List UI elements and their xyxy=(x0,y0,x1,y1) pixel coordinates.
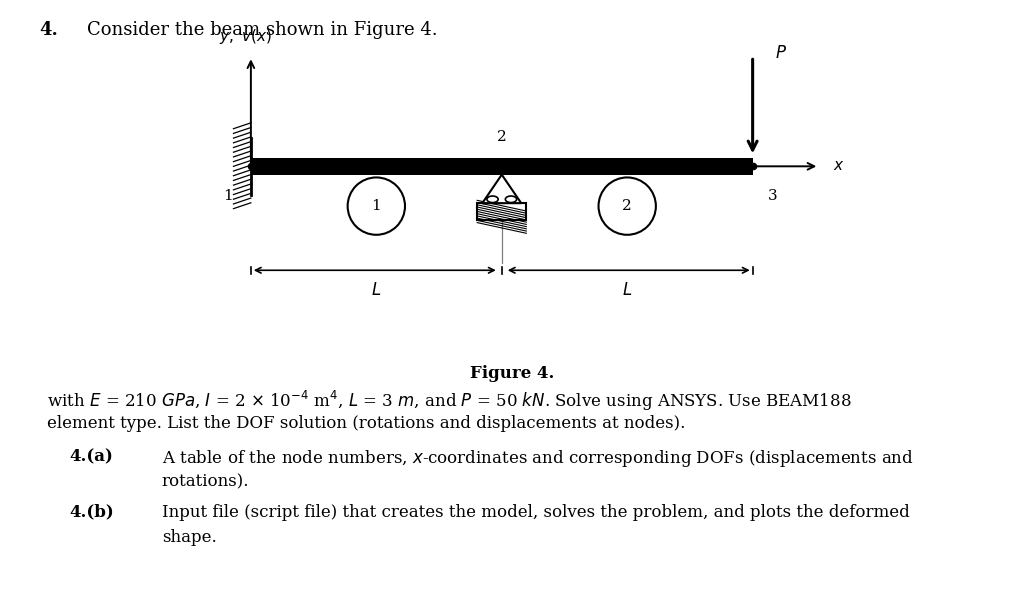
Bar xyxy=(477,203,526,220)
Text: $L$: $L$ xyxy=(622,282,633,299)
Text: Figure 4.: Figure 4. xyxy=(470,365,554,383)
Text: element type. List the DOF solution (rotations and displacements at nodes).: element type. List the DOF solution (rot… xyxy=(47,415,685,432)
Text: 3: 3 xyxy=(768,189,778,203)
Text: Input file (script file) that creates the model, solves the problem, and plots t: Input file (script file) that creates th… xyxy=(162,504,909,521)
Text: shape.: shape. xyxy=(162,529,216,546)
Text: $P$: $P$ xyxy=(775,45,787,62)
Polygon shape xyxy=(482,175,521,203)
Text: rotations).: rotations). xyxy=(162,473,249,491)
Text: 4.: 4. xyxy=(39,21,57,39)
Text: $L$: $L$ xyxy=(371,282,382,299)
Text: $x$: $x$ xyxy=(833,159,844,173)
Text: 4.(a): 4.(a) xyxy=(70,448,114,466)
Text: 1: 1 xyxy=(372,199,381,213)
Text: Consider the beam shown in Figure 4.: Consider the beam shown in Figure 4. xyxy=(87,21,437,39)
Ellipse shape xyxy=(598,178,656,235)
Bar xyxy=(233,138,251,195)
Text: 1: 1 xyxy=(223,189,233,203)
Text: $y,\ v(x)$: $y,\ v(x)$ xyxy=(219,27,272,46)
Text: with $E$ = 210 $GPa$, $I$ = 2 $\times$ 10$^{-4}$ m$^{4}$, $L$ = 3 $m$, and $P$ =: with $E$ = 210 $GPa$, $I$ = 2 $\times$ 1… xyxy=(47,389,852,413)
Text: 4.(b): 4.(b) xyxy=(70,504,115,521)
Text: 2: 2 xyxy=(623,199,632,213)
Text: 2: 2 xyxy=(497,129,507,144)
Ellipse shape xyxy=(347,178,406,235)
Bar xyxy=(251,158,753,175)
Text: A table of the node numbers, $x$-coordinates and corresponding DOFs (displacemen: A table of the node numbers, $x$-coordin… xyxy=(162,448,913,469)
